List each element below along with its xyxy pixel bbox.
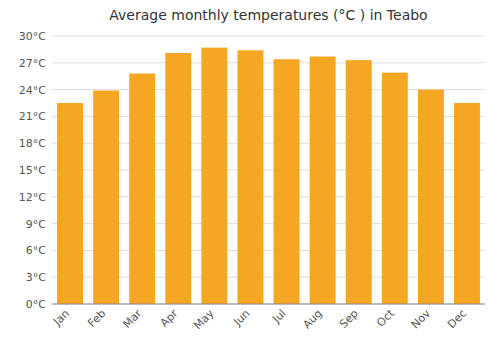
y-tick-label: 18°C — [19, 137, 46, 150]
x-tick-label: May — [191, 307, 217, 333]
y-tick-label: 15°C — [19, 164, 46, 177]
bar — [57, 103, 83, 304]
grid-line — [52, 304, 485, 305]
y-tick-label: 12°C — [19, 191, 46, 204]
x-axis-line — [52, 304, 485, 305]
y-tick-label: 24°C — [19, 84, 46, 97]
bar — [201, 48, 227, 304]
y-tick-label: 0°C — [26, 298, 46, 311]
y-tick-label: 6°C — [26, 244, 46, 257]
grid-line — [52, 36, 485, 37]
bar — [93, 90, 119, 304]
bar — [165, 53, 191, 304]
x-tick-label: Oct — [374, 306, 397, 329]
grid-line — [52, 62, 485, 63]
title: Average monthly temperatures (°C ) in Te… — [109, 7, 427, 23]
bar — [129, 74, 155, 304]
grid — [52, 36, 485, 304]
x-tick-label: Mar — [120, 307, 144, 331]
x-tick-label: Nov — [409, 307, 434, 332]
chart-svg: Average monthly temperatures (°C ) in Te… — [0, 0, 500, 350]
y-tick-label: 30°C — [19, 30, 46, 43]
x-tick-label: Dec — [445, 307, 469, 331]
y-tick-label: 9°C — [26, 218, 46, 231]
bar — [310, 57, 336, 304]
x-tick-label: Aug — [300, 307, 324, 331]
x-tick-label: Sep — [337, 307, 361, 331]
bar — [346, 60, 372, 304]
x-tick-label: Jun — [231, 307, 253, 329]
bars — [57, 48, 480, 304]
y-tick-label: 3°C — [26, 271, 46, 284]
chart-container: Average monthly temperatures (°C ) in Te… — [0, 0, 500, 350]
y-tick-label: 27°C — [19, 57, 46, 70]
x-tick-label: Jan — [50, 307, 72, 329]
x-tick-label: Apr — [158, 307, 181, 330]
bar — [454, 103, 480, 304]
bar — [237, 50, 263, 304]
bar — [418, 90, 444, 304]
bar — [382, 73, 408, 304]
x-tick-label: Feb — [85, 307, 108, 330]
y-tick-label: 21°C — [19, 110, 46, 123]
x-tick-label: Jul — [269, 307, 288, 326]
bar — [274, 59, 300, 304]
